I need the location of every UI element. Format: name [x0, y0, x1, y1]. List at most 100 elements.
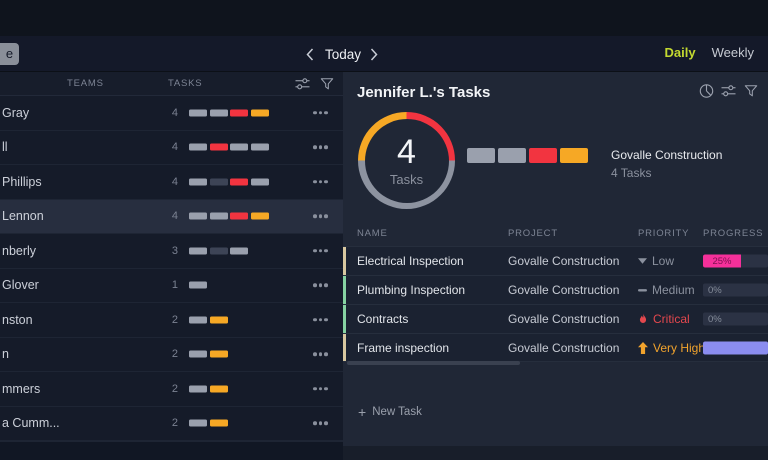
tasks-donut-chart: 4 Tasks — [358, 112, 455, 209]
plus-icon: + — [358, 404, 367, 420]
priority-icon — [638, 313, 648, 325]
progress-bar: 0% — [703, 283, 768, 297]
row-menu-icon[interactable] — [311, 144, 330, 152]
member-tasks-panel: Jennifer L.'s Tasks 4 Tasks Govalle Cons… — [343, 72, 768, 460]
row-menu-icon[interactable] — [311, 351, 330, 359]
team-member-name: Gray — [2, 105, 30, 120]
team-row[interactable]: nston 2 — [0, 303, 343, 338]
tab-daily[interactable]: Daily — [664, 45, 696, 60]
team-member-name: n — [2, 347, 9, 362]
row-menu-icon[interactable] — [311, 178, 330, 186]
team-task-bars — [189, 143, 269, 151]
task-row[interactable]: Electrical Inspection Govalle Constructi… — [343, 246, 768, 275]
row-menu-icon[interactable] — [311, 385, 330, 393]
row-menu-icon[interactable] — [311, 213, 330, 221]
team-task-count: 4 — [171, 210, 178, 223]
header-progress: PROGRESS — [703, 228, 764, 239]
team-task-bars — [189, 350, 228, 358]
priority-icon — [638, 258, 647, 264]
team-task-count: 2 — [171, 348, 178, 361]
progress-bar — [703, 341, 768, 354]
team-task-count: 4 — [171, 175, 178, 188]
team-row[interactable]: Phillips 4 — [0, 165, 343, 200]
view-mode-button[interactable]: e — [0, 43, 19, 65]
top-navigation-bar: e Today Daily Weekly — [0, 36, 768, 72]
priority-icon — [638, 341, 648, 354]
task-priority: Critical — [638, 312, 690, 326]
task-priority: Low — [638, 254, 674, 268]
progress-bar: 0% — [703, 312, 768, 326]
task-row[interactable]: Frame inspection Govalle Construction Ve… — [343, 333, 768, 362]
task-row[interactable]: Contracts Govalle Construction Critical … — [343, 304, 768, 333]
task-project: Govalle Construction — [508, 283, 620, 297]
team-member-name: nston — [2, 312, 33, 327]
task-row[interactable]: Plumbing Inspection Govalle Construction… — [343, 275, 768, 304]
priority-label: Medium — [652, 283, 695, 297]
task-name: Electrical Inspection — [357, 254, 464, 268]
chevron-left-icon — [306, 47, 314, 61]
tasks-table-body: Electrical Inspection Govalle Constructi… — [343, 246, 768, 362]
team-task-count: 2 — [171, 313, 178, 326]
row-menu-icon[interactable] — [311, 109, 330, 117]
task-name: Frame inspection — [357, 340, 450, 355]
teams-column-header: TEAMS — [67, 78, 104, 89]
team-task-bars — [189, 419, 228, 427]
previous-day-button[interactable] — [306, 47, 316, 61]
project-summary: Govalle Construction 4 Tasks — [611, 148, 722, 180]
panel-footer-strip — [343, 446, 768, 460]
team-row[interactable]: Gray 4 — [0, 96, 343, 131]
team-row[interactable]: nberly 3 — [0, 234, 343, 269]
tab-weekly[interactable]: Weekly — [711, 45, 754, 60]
sliders-filter-icon[interactable] — [295, 76, 310, 91]
priority-label: Low — [652, 254, 675, 268]
task-project: Govalle Construction — [508, 312, 620, 326]
header-project: PROJECT — [508, 228, 558, 239]
pie-chart-icon[interactable] — [699, 83, 714, 98]
team-task-bars — [189, 178, 269, 186]
horizontal-scrollbar[interactable] — [347, 361, 520, 365]
sliders-filter-icon[interactable] — [721, 83, 736, 98]
team-row[interactable]: a Cumm... 2 — [0, 407, 343, 441]
window-top-strip — [0, 0, 768, 36]
team-row[interactable]: Glover 1 — [0, 269, 343, 303]
row-menu-icon[interactable] — [311, 282, 330, 290]
project-task-count: 4 Tasks — [611, 166, 652, 180]
team-task-bars — [189, 316, 228, 324]
header-priority: PRIORITY — [638, 228, 690, 239]
team-member-name: Glover — [2, 278, 39, 293]
daily-weekly-toggle: Daily Weekly — [665, 45, 754, 60]
team-member-name: mmers — [2, 381, 41, 396]
task-project: Govalle Construction — [508, 340, 620, 355]
team-task-count: 3 — [171, 244, 178, 257]
team-member-name: Phillips — [2, 174, 42, 189]
row-menu-icon[interactable] — [311, 316, 330, 324]
progress-label: 0% — [708, 284, 722, 296]
team-task-count: 4 — [171, 141, 178, 154]
task-priority: Medium — [638, 283, 695, 297]
row-menu-icon[interactable] — [311, 247, 330, 255]
new-task-button[interactable]: + New Task — [356, 403, 424, 421]
team-row[interactable]: ll 4 — [0, 131, 343, 165]
team-row[interactable]: n 2 — [0, 338, 343, 372]
team-task-bars — [189, 247, 248, 255]
team-task-bars — [189, 385, 228, 393]
date-label: Today — [325, 46, 362, 62]
task-status-blocks — [467, 148, 588, 163]
row-menu-icon[interactable] — [311, 420, 330, 428]
next-day-button[interactable] — [370, 47, 380, 61]
team-member-name: a Cumm... — [2, 416, 60, 431]
tasks-table-header: NAME PROJECT PRIORITY PROGRESS — [343, 224, 768, 246]
funnel-filter-icon[interactable] — [743, 83, 758, 98]
team-row[interactable]: mmers 2 — [0, 372, 343, 407]
project-name: Govalle Construction — [611, 148, 723, 162]
priority-label: Very High — [653, 340, 706, 355]
team-row-selected[interactable]: Lennon 4 — [0, 199, 343, 234]
teams-panel: TEAMS TASKS Gray 4 ll 4 Phillips 4 Le — [0, 72, 343, 460]
new-task-label: New Task — [372, 406, 422, 418]
team-member-name: nberly — [2, 243, 37, 258]
funnel-filter-icon[interactable] — [319, 76, 334, 91]
row-color-stripe — [343, 334, 346, 361]
team-task-count: 4 — [171, 106, 178, 119]
progress-label: 25% — [712, 255, 732, 267]
